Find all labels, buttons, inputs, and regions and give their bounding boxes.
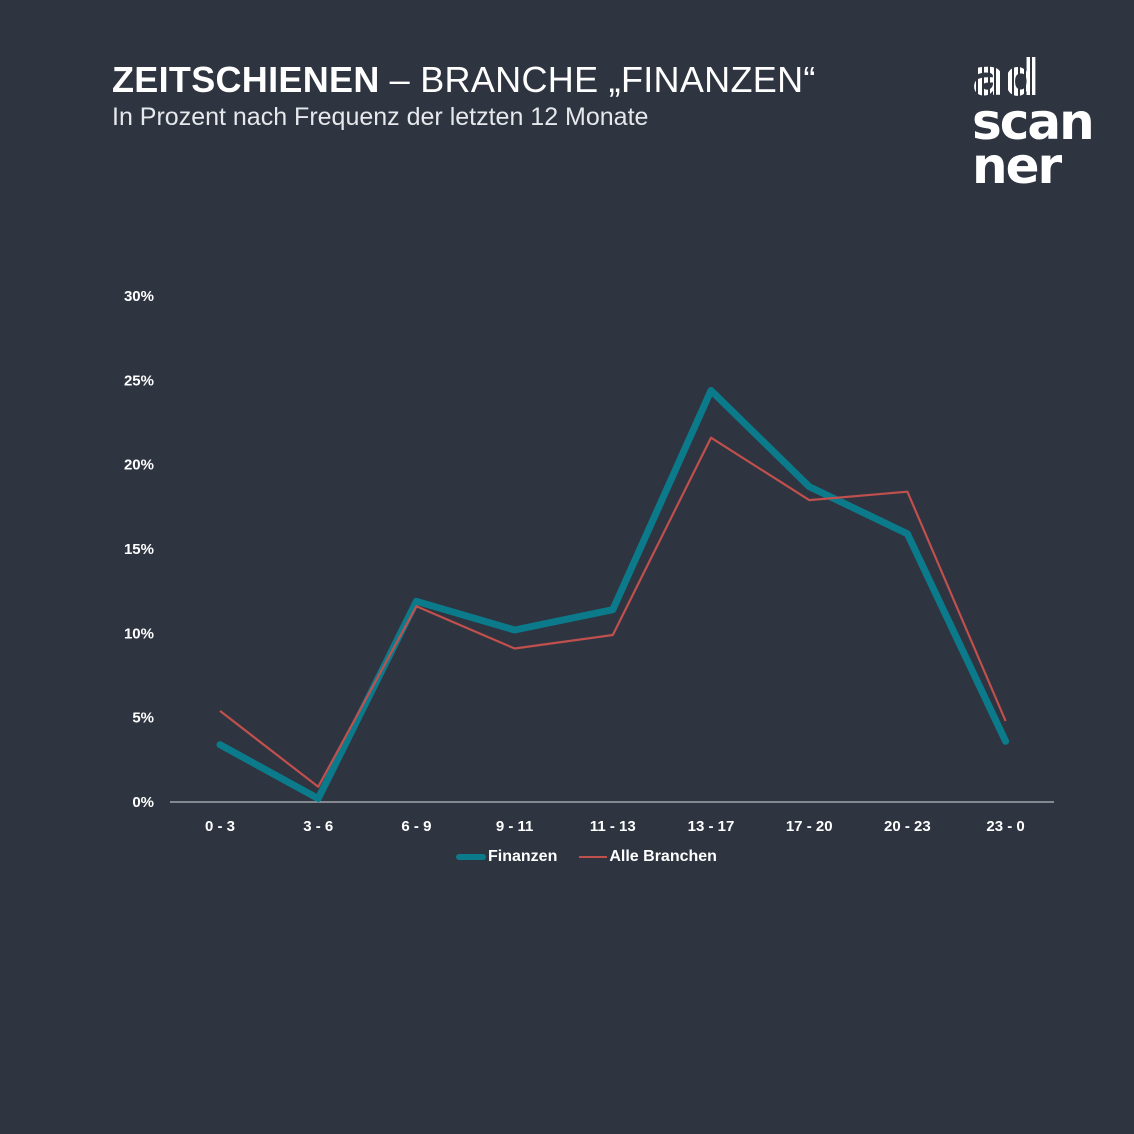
chart-header: ZEITSCHIENEN – BRANCHE „FINANZEN“ In Proz… (112, 58, 872, 132)
data-point-finanzen (609, 606, 616, 613)
logo-line-2: scan (972, 93, 1095, 151)
legend-swatch-finanzen (456, 854, 486, 860)
series-lines (216, 387, 1010, 803)
data-point-finanzen (511, 627, 518, 634)
legend-item-alle-branchen: Alle Branchen (579, 848, 717, 866)
legend-swatch-alle-branchen (579, 856, 608, 858)
x-tick-label: 23 - 0 (986, 818, 1024, 835)
legend-label-alle-branchen: Alle Branchen (609, 848, 717, 865)
x-tick-label: 20 - 23 (884, 818, 931, 835)
y-tick-label: 30% (124, 288, 154, 305)
y-tick-label: 25% (124, 372, 154, 389)
data-point-alle-branchen (317, 786, 319, 788)
data-point-finanzen (413, 598, 420, 605)
x-tick-label: 0 - 3 (205, 818, 235, 835)
series-line-finanzen (216, 387, 1010, 803)
y-tick-label: 10% (124, 625, 154, 642)
chart-title: ZEITSCHIENEN – BRANCHE „FINANZEN“ (112, 58, 872, 102)
y-tick-label: 0% (132, 794, 154, 811)
data-point-alle-branchen (415, 605, 417, 607)
data-point-finanzen (708, 387, 715, 394)
series-line-alle-branchen (219, 436, 1007, 788)
y-axis: 0% 5% 10% 15% 20% 25% 30% (124, 288, 154, 811)
data-point-alle-branchen (219, 710, 221, 712)
x-tick-label: 11 - 13 (590, 818, 636, 835)
data-point-finanzen (1002, 738, 1009, 745)
data-point-alle-branchen (514, 647, 516, 649)
data-point-alle-branchen (808, 499, 810, 501)
data-point-alle-branchen (612, 634, 614, 636)
chart-subtitle: In Prozent nach Frequenz der letzten 12 … (112, 103, 649, 131)
title-rest: – BRANCHE „FINANZEN“ (389, 59, 816, 100)
data-point-alle-branchen (1005, 720, 1007, 722)
x-tick-label: 3 - 6 (303, 818, 333, 835)
x-tick-label: 17 - 20 (786, 818, 833, 835)
data-point-finanzen (904, 530, 911, 537)
data-point-finanzen (217, 741, 224, 748)
data-point-finanzen (315, 795, 322, 802)
x-tick-label: 9 - 11 (496, 818, 534, 835)
title-bold: ZEITSCHIENEN (112, 59, 380, 100)
legend-item-finanzen: Finanzen (456, 848, 557, 866)
y-tick-label: 5% (132, 710, 154, 727)
legend-label-finanzen: Finanzen (488, 848, 558, 865)
chart-legend: Finanzen Alle Branchen (456, 848, 739, 866)
data-point-finanzen (806, 483, 813, 490)
y-tick-label: 20% (124, 457, 154, 474)
y-tick-label: 15% (124, 541, 154, 558)
data-point-alle-branchen (906, 491, 908, 493)
logo-line-3: ner (972, 137, 1062, 195)
x-tick-label: 6 - 9 (401, 818, 431, 835)
x-tick-label: 13 - 17 (688, 818, 735, 835)
data-point-alle-branchen (710, 437, 712, 439)
x-axis: 0 - 3 3 - 6 6 - 9 9 - 11 11 - 13 13 - 17 17 - … (170, 801, 1054, 835)
